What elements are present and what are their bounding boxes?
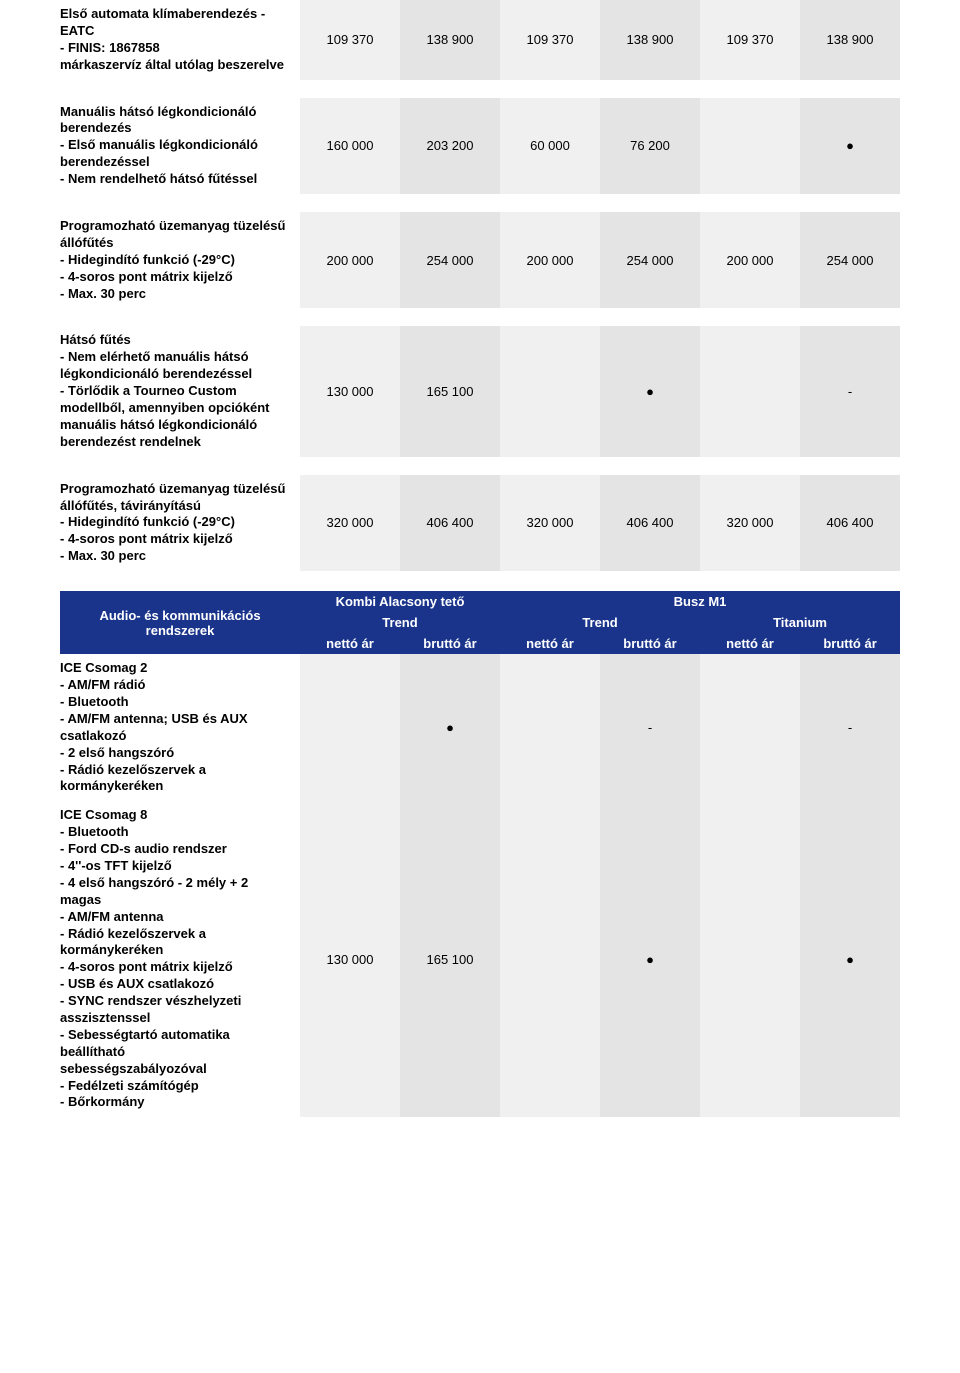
row-val: 109 370	[500, 0, 600, 80]
row-val: 406 400	[800, 475, 900, 571]
row-val: 138 900	[600, 0, 700, 80]
row-val	[700, 98, 800, 194]
row-desc: Első automata klímaberendezés - EATC - F…	[60, 0, 300, 80]
row-val	[500, 326, 600, 456]
section-header-audio: Audio- és kommunikációs rendszerek Kombi…	[60, 591, 900, 654]
row-val: -	[800, 326, 900, 456]
row-val: 109 370	[700, 0, 800, 80]
row-val: 130 000	[300, 326, 400, 456]
row-val: 165 100	[400, 801, 500, 1117]
row-val	[700, 801, 800, 1117]
row-val	[700, 326, 800, 456]
col-group: Busz M1	[500, 591, 900, 612]
row-val: 320 000	[300, 475, 400, 571]
row-val: ●	[400, 654, 500, 801]
table-row: ICE Csomag 8 - Bluetooth - Ford CD-s aud…	[60, 801, 900, 1117]
table-row: Programozható üzemanyag tüzelésű állófűt…	[60, 475, 900, 571]
table-row: Programozható üzemanyag tüzelésű állófűt…	[60, 212, 900, 308]
row-val: ●	[800, 801, 900, 1117]
row-val: 160 000	[300, 98, 400, 194]
row-val	[300, 654, 400, 801]
row-desc: Hátsó fűtés - Nem elérhető manuális háts…	[60, 326, 300, 456]
row-desc: Programozható üzemanyag tüzelésű állófűt…	[60, 212, 300, 308]
row-val: 320 000	[700, 475, 800, 571]
row-val	[700, 654, 800, 801]
row-val: 60 000	[500, 98, 600, 194]
row-val: 76 200	[600, 98, 700, 194]
row-val: ●	[600, 326, 700, 456]
table-row: Első automata klímaberendezés - EATC - F…	[60, 0, 900, 80]
row-val: 200 000	[500, 212, 600, 308]
row-val: 138 900	[800, 0, 900, 80]
col-label: nettó ár	[500, 633, 600, 654]
section-title: Audio- és kommunikációs rendszerek	[60, 591, 300, 654]
row-val: 165 100	[400, 326, 500, 456]
row-val: ●	[600, 801, 700, 1117]
row-val: 130 000	[300, 801, 400, 1117]
row-val: 109 370	[300, 0, 400, 80]
spec-table-audio: ICE Csomag 2 - AM/FM rádió - Bluetooth -…	[60, 654, 900, 1117]
col-label: nettó ár	[300, 633, 400, 654]
row-val: 138 900	[400, 0, 500, 80]
row-desc: ICE Csomag 8 - Bluetooth - Ford CD-s aud…	[60, 801, 300, 1117]
table-row: Hátsó fűtés - Nem elérhető manuális háts…	[60, 326, 900, 456]
row-desc: Programozható üzemanyag tüzelésű állófűt…	[60, 475, 300, 571]
col-subgroup: Trend	[500, 612, 700, 633]
row-val	[500, 801, 600, 1117]
col-label: bruttó ár	[600, 633, 700, 654]
col-label: bruttó ár	[800, 633, 900, 654]
row-val: 406 400	[600, 475, 700, 571]
col-subgroup: Trend	[300, 612, 500, 633]
row-val: ●	[800, 98, 900, 194]
row-val: 254 000	[400, 212, 500, 308]
table-row: Manuális hátsó légkondicionáló berendezé…	[60, 98, 900, 194]
col-label: nettó ár	[700, 633, 800, 654]
row-val: 254 000	[600, 212, 700, 308]
row-val: 254 000	[800, 212, 900, 308]
spec-table-upper: Első automata klímaberendezés - EATC - F…	[60, 0, 900, 571]
row-desc: Manuális hátsó légkondicionáló berendezé…	[60, 98, 300, 194]
row-val: 203 200	[400, 98, 500, 194]
row-val	[500, 654, 600, 801]
row-val: 200 000	[700, 212, 800, 308]
col-subgroup: Titanium	[700, 612, 900, 633]
row-val: 406 400	[400, 475, 500, 571]
col-group: Kombi Alacsony tető	[300, 591, 500, 612]
table-row: ICE Csomag 2 - AM/FM rádió - Bluetooth -…	[60, 654, 900, 801]
row-val: -	[600, 654, 700, 801]
row-val: 320 000	[500, 475, 600, 571]
row-val: 200 000	[300, 212, 400, 308]
row-desc: ICE Csomag 2 - AM/FM rádió - Bluetooth -…	[60, 654, 300, 801]
col-label: bruttó ár	[400, 633, 500, 654]
row-val: -	[800, 654, 900, 801]
